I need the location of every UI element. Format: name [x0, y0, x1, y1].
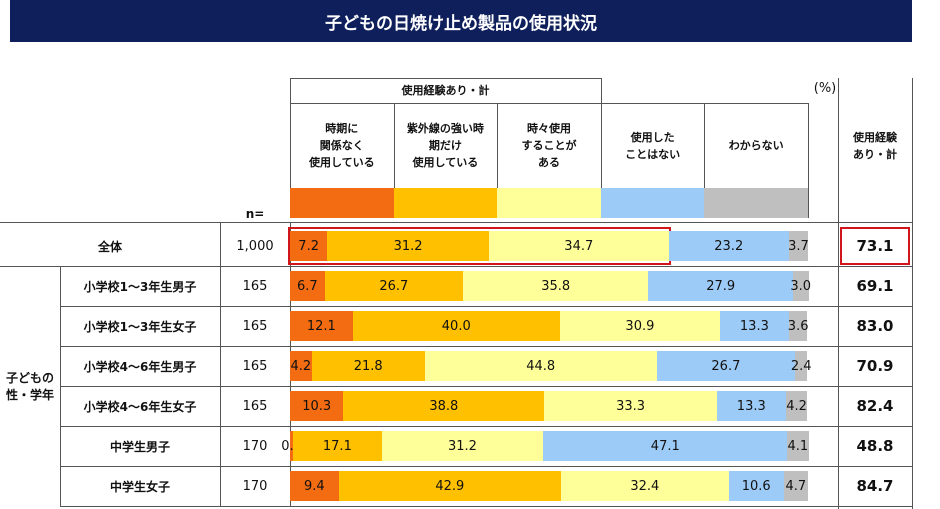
- border-line: [60, 306, 912, 307]
- border-line: [912, 78, 913, 509]
- total-value: 48.8: [856, 437, 894, 455]
- legend-swatch: [290, 188, 394, 218]
- bar-segment: [788, 311, 808, 341]
- legend-label: 紫外線の強い時 期だけ 使用している: [406, 122, 484, 169]
- bar-segment: [290, 351, 312, 381]
- legend-swatch: [393, 188, 498, 218]
- border-line: [220, 222, 221, 506]
- border-line: [497, 103, 499, 218]
- total-value: 82.4: [856, 397, 894, 415]
- bar-segment: [293, 431, 382, 461]
- bar-segment: [324, 271, 463, 301]
- legend-label: わからない: [728, 139, 784, 152]
- n-value: 165: [242, 278, 268, 294]
- bar-segment: [792, 271, 809, 301]
- border-line: [808, 103, 809, 218]
- bar-segment: [785, 391, 808, 421]
- bar-segment: [424, 351, 657, 381]
- border-line: [60, 386, 912, 387]
- row-label: 全体: [97, 239, 122, 254]
- bar-segment: [352, 311, 560, 341]
- legend-swatch: [704, 188, 808, 218]
- row-label: 中学生男子: [109, 439, 170, 454]
- bar-segment: [381, 431, 544, 461]
- n-value: 165: [242, 398, 268, 414]
- bar-segment: [290, 471, 339, 501]
- n-value: 165: [242, 358, 268, 374]
- bar-segment: [290, 311, 353, 341]
- bar-segment: [648, 271, 793, 301]
- row-label: 小学校4～6年生女子: [83, 399, 197, 414]
- row-label: 小学校1～3年生女子: [83, 319, 197, 334]
- bar-segment: [788, 231, 808, 261]
- border-line: [60, 346, 912, 347]
- n-value: 170: [242, 478, 268, 494]
- n-value: 165: [242, 318, 268, 334]
- bar-segment: [543, 431, 788, 461]
- row-label: 中学生女子: [109, 479, 170, 494]
- bar-segment: [290, 431, 294, 461]
- bar-segment: [656, 351, 796, 381]
- bar-segment: [544, 391, 717, 421]
- legend-swatch: [497, 188, 601, 218]
- border-line: [290, 78, 601, 79]
- legend-swatch: [600, 188, 705, 218]
- bar-segment: [463, 271, 649, 301]
- total-value: 69.1: [856, 277, 894, 295]
- border-line: [393, 103, 395, 218]
- bar-segment: [719, 311, 789, 341]
- bar-segment: [290, 231, 328, 261]
- border-line: [838, 78, 839, 509]
- bar-segment: [290, 391, 344, 421]
- bar-segment: [327, 231, 489, 261]
- border-line: [290, 78, 291, 218]
- total-value: 84.7: [856, 477, 894, 495]
- highlight-box: [840, 227, 910, 265]
- legend-label: 時期に 関係なく 使用している: [308, 122, 375, 169]
- total-value: 83.0: [856, 317, 894, 335]
- row-label: 小学校4～6年生男子: [83, 359, 197, 374]
- bar-segment: [488, 231, 669, 261]
- border-line: [704, 103, 706, 218]
- n-value: 1,000: [236, 238, 274, 254]
- bar-segment: [787, 431, 809, 461]
- total-value: 70.9: [856, 357, 894, 375]
- border-line: [0, 222, 912, 223]
- bar-segment: [728, 471, 784, 501]
- unit-label: (%): [813, 80, 837, 96]
- bar-segment: [795, 351, 808, 381]
- chart-title: 子どもの日焼け止め製品の使用状況: [10, 0, 912, 42]
- legend-label: 使用した ことはない: [625, 130, 681, 161]
- bar-segment: [343, 391, 545, 421]
- bar-segment: [311, 351, 425, 381]
- highlight-box: [288, 227, 671, 265]
- total-value: 73.1: [856, 237, 894, 255]
- bar-segment: [783, 471, 808, 501]
- legend-label: 時々使用 することが ある: [521, 122, 577, 169]
- n-label: n=: [245, 207, 265, 221]
- bar-segment: [716, 391, 786, 421]
- border-line: [290, 103, 808, 104]
- border-line: [60, 426, 912, 427]
- bar-segment: [559, 311, 720, 341]
- bar-segment: [560, 471, 729, 501]
- total-header: 使用経験 あり・計: [853, 130, 897, 161]
- bar-segment: [668, 231, 789, 261]
- border-line: [60, 466, 912, 467]
- border-line: [60, 506, 912, 507]
- header-group: 使用経験あり・計: [401, 84, 490, 97]
- border-line: [600, 103, 602, 218]
- n-value: 170: [242, 438, 268, 454]
- row-label: 小学校1～3年生男子: [83, 279, 197, 294]
- bar-segment: [290, 271, 325, 301]
- group-label: 子どもの 性・学年: [5, 371, 54, 402]
- bar-segment: [338, 471, 561, 501]
- border-line: [0, 266, 912, 267]
